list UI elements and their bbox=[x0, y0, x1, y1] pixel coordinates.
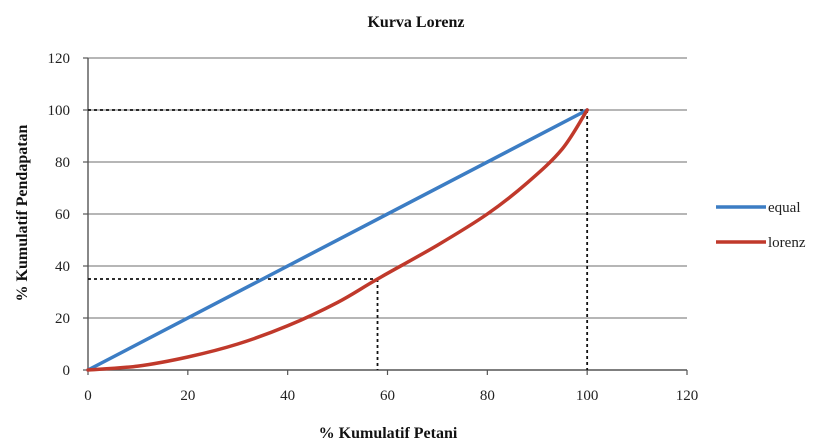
x-tick-20: 20 bbox=[180, 388, 195, 404]
y-tick-80: 80 bbox=[55, 155, 70, 171]
y-tick-20: 20 bbox=[55, 311, 70, 327]
y-axis-title: % Kumulatif Pendapatan bbox=[14, 124, 31, 301]
grid-lines bbox=[88, 57, 687, 319]
series-line-equal bbox=[86, 108, 589, 372]
x-tick-60: 60 bbox=[380, 388, 395, 404]
legend: equal lorenz bbox=[716, 200, 806, 251]
y-tick-0: 0 bbox=[63, 363, 71, 379]
y-tick-120: 120 bbox=[48, 51, 71, 67]
chart-title: Kurva Lorenz bbox=[367, 14, 465, 31]
legend-label-lorenz: lorenz bbox=[768, 235, 806, 251]
x-tick-120: 120 bbox=[676, 388, 699, 404]
legend-label-equal: equal bbox=[768, 200, 800, 216]
x-tick-0: 0 bbox=[84, 388, 92, 404]
tick-labels: 0 20 40 60 80 100 120 0 20 40 60 80 100 120 bbox=[48, 51, 699, 404]
series-lines bbox=[86, 108, 589, 372]
x-tick-40: 40 bbox=[280, 388, 295, 404]
y-tick-100: 100 bbox=[48, 103, 71, 119]
series-line-lorenz bbox=[86, 108, 589, 372]
y-tick-60: 60 bbox=[55, 207, 70, 223]
x-tick-100: 100 bbox=[576, 388, 599, 404]
x-axis-title: % Kumulatif Petani bbox=[319, 425, 458, 441]
reference-lines bbox=[88, 109, 589, 370]
x-tick-80: 80 bbox=[480, 388, 495, 404]
y-tick-40: 40 bbox=[55, 259, 70, 275]
